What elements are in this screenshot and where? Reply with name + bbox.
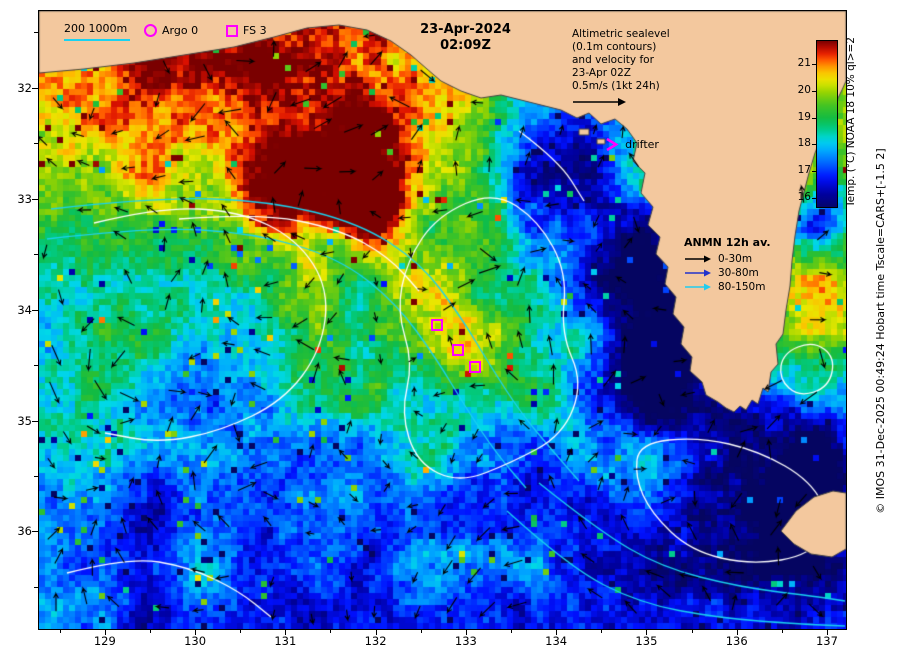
y-tick-label: 33 <box>17 191 32 206</box>
anmn-legend-title: ANMN 12h av. <box>684 236 771 249</box>
x-tick-mark <box>826 630 828 635</box>
x-minor-tick-mark <box>420 630 422 633</box>
y-minor-tick-mark <box>34 475 38 477</box>
anmn-legend-item: 0-30m <box>684 252 794 266</box>
colorbar-tick-label: 18 <box>797 137 811 150</box>
x-tick-label: 135 <box>635 634 658 648</box>
colorbar-title: Temp. (°C) NOAA 18 10% ql>=2 <box>845 37 857 207</box>
x-tick-label: 133 <box>454 634 477 648</box>
bathy-scale-label: 200 1000m <box>64 22 128 35</box>
x-tick-mark <box>285 630 287 635</box>
x-minor-tick-mark <box>59 630 61 633</box>
y-tick-mark <box>32 309 38 311</box>
x-tick-label: 129 <box>93 634 116 648</box>
anmn-depth-label: 0-30m <box>718 253 753 265</box>
y-minor-tick-mark <box>34 32 38 34</box>
colorbar-tick-mark <box>812 117 816 119</box>
x-minor-tick-mark <box>330 630 332 633</box>
fs-legend-label: FS 3 <box>243 24 267 37</box>
argo-legend-label: Argo 0 <box>162 24 199 37</box>
x-tick-mark <box>375 630 377 635</box>
fs-legend: FS 3 <box>226 24 267 37</box>
copyright-text: © IMOS 31-Dec-2025 00:49:24 Hobart time … <box>874 148 887 514</box>
colorbar-tick-label: 17 <box>797 164 811 177</box>
y-tick-mark <box>32 531 38 533</box>
drifter-chevron-icon <box>606 138 619 152</box>
map-time: 02:09Z <box>440 38 491 53</box>
anmn-legend-item: 30-80m <box>684 266 794 280</box>
colorbar-tick-label: 16 <box>797 190 811 203</box>
x-minor-tick-mark <box>511 630 512 633</box>
x-tick-mark <box>465 630 467 635</box>
anmn-depth-label: 30-80m <box>718 267 759 279</box>
altimetric-note: Altimetric sealevel (0.1m contours) and … <box>572 28 702 108</box>
drifter-marker <box>604 137 620 152</box>
y-tick-mark <box>32 87 38 89</box>
y-minor-tick-mark <box>34 586 38 588</box>
x-tick-label: 136 <box>725 634 748 648</box>
y-tick-label: 32 <box>17 80 32 95</box>
note-line: Altimetric sealevel <box>572 28 670 40</box>
y-minor-tick-mark <box>34 365 38 367</box>
x-tick-mark <box>556 630 558 635</box>
x-tick-mark <box>646 630 648 635</box>
x-tick-mark <box>195 630 197 635</box>
y-tick-label: 34 <box>17 302 32 317</box>
y-tick-mark <box>32 198 38 200</box>
x-minor-tick-mark <box>781 630 783 633</box>
colorbar-tick-label: 21 <box>797 57 811 70</box>
fs-marker <box>451 343 464 356</box>
anmn-depth-label: 80-150m <box>718 281 766 293</box>
map-date: 23-Apr-2024 <box>420 22 511 37</box>
fs-marker-icon <box>226 24 238 37</box>
colorbar-tick-mark <box>812 64 816 66</box>
anmn-legend-item: 80-150m <box>684 280 794 294</box>
drifter-label: drifter <box>625 138 659 152</box>
x-tick-label: 130 <box>184 634 207 648</box>
argo-legend: Argo 0 <box>144 24 198 37</box>
y-minor-tick-mark <box>34 143 38 145</box>
x-tick-label: 134 <box>545 634 568 648</box>
colorbar-tick-mark <box>812 197 816 199</box>
x-tick-label: 131 <box>274 634 297 648</box>
fs-marker <box>430 319 443 332</box>
x-minor-tick-mark <box>691 630 693 633</box>
colorbar-tick-label: 19 <box>797 110 811 123</box>
anmn-arrow-icon <box>685 283 711 291</box>
y-tick-label: 36 <box>17 524 32 539</box>
note-line: 23-Apr 02Z <box>572 67 631 79</box>
y-tick-label: 35 <box>17 413 32 428</box>
x-minor-tick-mark <box>149 630 151 633</box>
note-line: and velocity for <box>572 54 654 66</box>
x-tick-mark <box>104 630 106 635</box>
velocity-scale-arrow-icon <box>573 98 626 106</box>
x-tick-mark <box>736 630 738 635</box>
x-minor-tick-mark <box>601 630 603 633</box>
anmn-legend: ANMN 12h av. 0-30m 30-80m 80-150m <box>684 236 794 294</box>
anmn-arrow-icon <box>685 269 711 277</box>
y-minor-tick-mark <box>34 254 38 256</box>
note-line: 0.5m/s (1kt 24h) <box>572 80 660 92</box>
argo-marker-icon <box>144 24 157 37</box>
bathy-line-sample <box>64 39 130 41</box>
map-title: 23-Apr-2024 02:09Z <box>388 22 543 54</box>
colorbar-tick-mark <box>812 144 816 146</box>
colorbar-tick-mark <box>812 171 816 173</box>
note-line: (0.1m contours) <box>572 41 657 53</box>
y-tick-mark <box>32 420 38 422</box>
anmn-arrow-icon <box>685 255 711 263</box>
x-minor-tick-mark <box>240 630 242 633</box>
colorbar-tick-label: 20 <box>797 83 811 96</box>
x-tick-label: 132 <box>364 634 387 648</box>
temperature-colorbar <box>816 40 838 208</box>
x-tick-label: 137 <box>815 634 838 648</box>
fs-marker <box>468 361 481 374</box>
colorbar-tick-mark <box>812 90 816 92</box>
